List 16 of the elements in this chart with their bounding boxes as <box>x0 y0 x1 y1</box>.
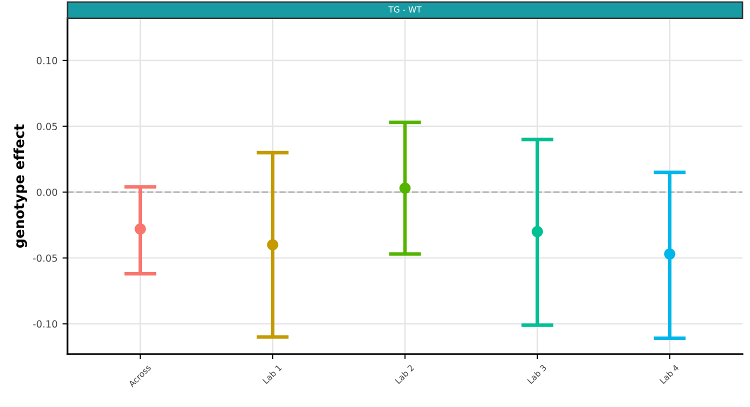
point <box>134 223 146 235</box>
x-tick-label: Lab 2 <box>394 364 414 384</box>
point <box>532 226 543 238</box>
point <box>399 182 411 194</box>
point <box>267 239 278 250</box>
chart-title: TG - WT <box>388 6 422 13</box>
x-tick-label: Lab 3 <box>526 364 547 384</box>
x-tick-label: Lab 4 <box>659 364 680 384</box>
point <box>664 248 676 260</box>
y-tick-label: -0.05 <box>33 254 57 262</box>
y-tick-label: 0.10 <box>36 56 58 64</box>
x-tick-label: Lab 1 <box>262 364 282 384</box>
y-tick-label: 0.05 <box>36 122 57 130</box>
y-tick-label: -0.10 <box>33 320 58 328</box>
y-axis-title: genotype effect <box>14 124 28 248</box>
y-tick-label: 0.00 <box>36 188 58 196</box>
